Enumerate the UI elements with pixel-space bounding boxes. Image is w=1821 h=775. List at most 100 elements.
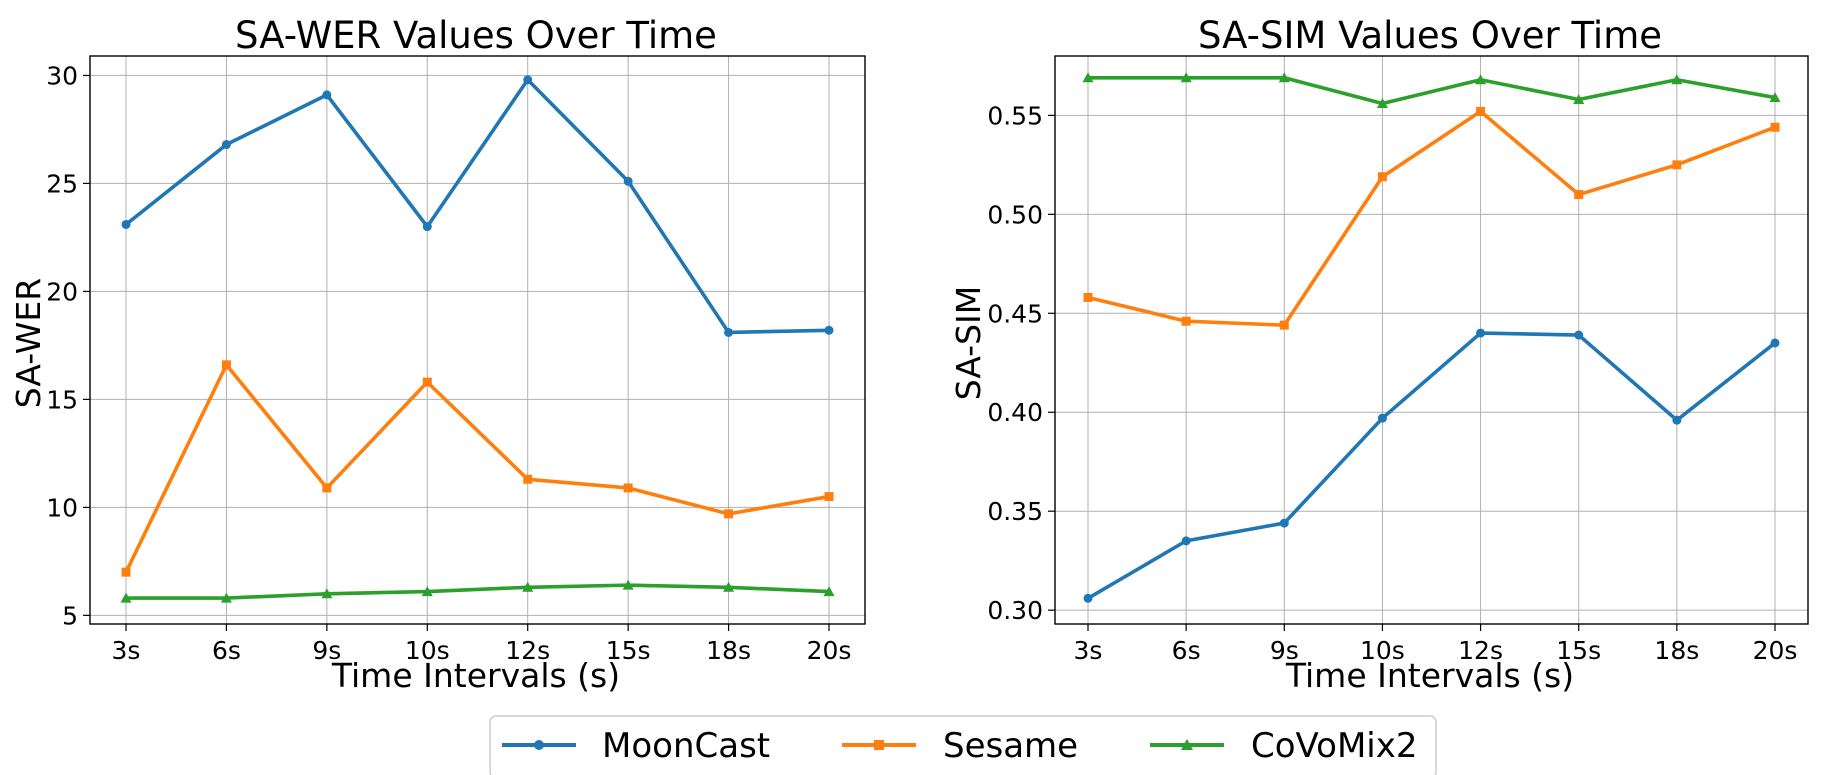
sa-wer-xtick-label-10s: 10s xyxy=(405,636,450,665)
sa-sim-point-covomix2-15s xyxy=(1573,94,1585,105)
sa-sim-chart-ylabel: SA-SIM xyxy=(949,286,988,400)
sa-sim-axes-frame xyxy=(1054,55,1809,625)
sa-sim-line-mooncast xyxy=(1087,331,1777,600)
sa-sim-xtick-label-15s: 15s xyxy=(1556,636,1601,665)
sa-sim-xtick-label-20s: 20s xyxy=(1753,636,1798,665)
sa-sim-point-sesame-18s xyxy=(1672,160,1682,170)
sa-wer-point-sesame-15s xyxy=(623,483,633,493)
sa-wer-axes-frame xyxy=(89,55,866,625)
sa-wer-point-sesame-6s xyxy=(221,360,231,370)
sa-wer-xtick-label-9s: 9s xyxy=(312,636,341,665)
sa-wer-point-mooncast-20s xyxy=(824,325,834,335)
sa-wer-series-covomix2 xyxy=(120,579,835,603)
sa-wer-point-sesame-3s xyxy=(121,567,131,577)
sa-sim-ytick-label-1: 0.35 xyxy=(987,497,1043,526)
sa-wer-point-covomix2-12s xyxy=(522,581,534,592)
sa-wer-point-mooncast-12s xyxy=(523,75,533,85)
sa-wer-chart-title: SA-WER Values Over Time xyxy=(235,14,717,57)
sa-sim-point-mooncast-3s xyxy=(1083,593,1093,603)
sa-wer-xtick-label-18s: 18s xyxy=(706,636,751,665)
sa-wer-chart-xlabel: Time Intervals (s) xyxy=(331,656,620,695)
sa-wer-point-covomix2-6s xyxy=(220,592,232,603)
sa-wer-point-mooncast-18s xyxy=(724,327,734,337)
sa-wer-point-covomix2-10s xyxy=(421,586,433,597)
sa-wer-series-mooncast xyxy=(121,75,834,337)
sa-wer-ytick-label-3: 20 xyxy=(46,277,78,306)
sa-sim-point-sesame-10s xyxy=(1377,172,1387,182)
sa-sim-point-sesame-9s xyxy=(1279,320,1289,330)
sa-sim-ytick-label-0: 0.30 xyxy=(987,596,1043,625)
sa-wer-xtick-label-12s: 12s xyxy=(505,636,550,665)
sa-sim-point-covomix2-12s xyxy=(1475,74,1487,85)
sa-wer-ytick-label-1: 10 xyxy=(46,493,78,522)
sa-sim-point-sesame-12s xyxy=(1476,106,1486,116)
legend-label-mooncast: MoonCast xyxy=(602,726,770,766)
sa-sim-point-mooncast-18s xyxy=(1672,415,1682,425)
sa-sim-chart-title: SA-SIM Values Over Time xyxy=(1198,14,1662,57)
sa-wer-xtick-label-6s: 6s xyxy=(212,636,241,665)
sa-wer-grid xyxy=(90,56,865,624)
sa-wer-chart: SA-WER Values Over Time Time Intervals (… xyxy=(9,14,866,695)
sa-sim-line-sesame xyxy=(1087,109,1776,327)
sa-wer-chart-ylabel: SA-WER xyxy=(9,278,48,408)
sa-wer-point-covomix2-9s xyxy=(321,588,333,599)
sa-sim-series-sesame xyxy=(1083,106,1780,330)
sa-sim-point-mooncast-6s xyxy=(1181,536,1191,546)
sa-sim-point-sesame-6s xyxy=(1181,316,1191,326)
legend-item-mooncast: MoonCast xyxy=(502,726,770,766)
legend-label-sesame: Sesame xyxy=(943,726,1078,766)
sa-wer-point-covomix2-3s xyxy=(120,592,132,603)
sa-sim-series-covomix2 xyxy=(1082,72,1781,108)
sa-sim-ytick-label-4: 0.50 xyxy=(987,200,1043,229)
sa-sim-point-covomix2-10s xyxy=(1376,97,1388,108)
sa-wer-line-covomix2 xyxy=(126,583,830,600)
sa-sim-point-sesame-15s xyxy=(1574,190,1584,200)
sa-sim-xtick-label-18s: 18s xyxy=(1654,636,1699,665)
sa-sim-xtick-label-6s: 6s xyxy=(1172,636,1201,665)
sa-sim-point-covomix2-9s xyxy=(1278,72,1290,83)
sa-sim-grid xyxy=(1055,56,1808,624)
sa-wer-xtick-label-3s: 3s xyxy=(112,636,141,665)
legend-label-covomix2: CoVoMix2 xyxy=(1251,726,1418,766)
sa-sim-series-mooncast xyxy=(1083,328,1780,603)
sa-sim-point-covomix2-18s xyxy=(1671,74,1683,85)
sa-wer-point-mooncast-3s xyxy=(121,219,131,229)
sa-wer-point-covomix2-15s xyxy=(622,579,634,590)
sa-sim-point-sesame-3s xyxy=(1083,292,1093,302)
sa-wer-ytick-label-2: 15 xyxy=(46,385,78,414)
sa-wer-series-sesame xyxy=(121,360,834,577)
sa-wer-ytick-label-0: 5 xyxy=(62,601,78,630)
sa-sim-ytick-label-3: 0.45 xyxy=(987,299,1043,328)
sa-sim-ytick-label-5: 0.55 xyxy=(987,101,1043,130)
sa-sim-point-covomix2-6s xyxy=(1180,72,1192,83)
sa-wer-point-mooncast-6s xyxy=(221,140,231,150)
legend-item-sesame: Sesame xyxy=(842,726,1078,766)
legend-item-covomix2: CoVoMix2 xyxy=(1150,726,1418,766)
sa-wer-point-sesame-18s xyxy=(724,509,734,519)
sa-wer-point-sesame-9s xyxy=(322,483,332,493)
sa-sim-point-covomix2-3s xyxy=(1082,72,1094,83)
sa-wer-point-mooncast-9s xyxy=(322,90,332,100)
sa-wer-line-sesame xyxy=(124,363,830,573)
sa-wer-point-mooncast-10s xyxy=(422,222,432,232)
sa-sim-chart: SA-SIM Values Over Time Time Intervals (… xyxy=(949,14,1809,695)
sa-sim-xtick-label-3s: 3s xyxy=(1074,636,1103,665)
sa-sim-xtick-label-9s: 9s xyxy=(1270,636,1299,665)
sa-sim-chart-xlabel: Time Intervals (s) xyxy=(1285,656,1574,695)
sa-sim-point-mooncast-9s xyxy=(1279,518,1289,528)
sa-wer-xtick-label-20s: 20s xyxy=(807,636,852,665)
sa-sim-line-covomix2 xyxy=(1088,75,1776,106)
sa-wer-point-covomix2-18s xyxy=(723,581,735,592)
legend-marker-mooncast xyxy=(534,740,544,750)
sa-wer-line-mooncast xyxy=(124,77,830,335)
sa-sim-point-mooncast-15s xyxy=(1574,330,1584,340)
legend-marker-covomix2 xyxy=(1181,739,1193,750)
sa-wer-point-mooncast-15s xyxy=(623,176,633,186)
sa-sim-xtick-label-10s: 10s xyxy=(1360,636,1405,665)
sa-sim-point-mooncast-10s xyxy=(1377,413,1387,423)
sa-wer-ytick-label-4: 25 xyxy=(46,169,78,198)
sa-sim-xtick-label-12s: 12s xyxy=(1458,636,1503,665)
legend: MoonCast Sesame CoVoMix2 xyxy=(489,715,1437,775)
sa-wer-point-sesame-12s xyxy=(523,474,533,484)
